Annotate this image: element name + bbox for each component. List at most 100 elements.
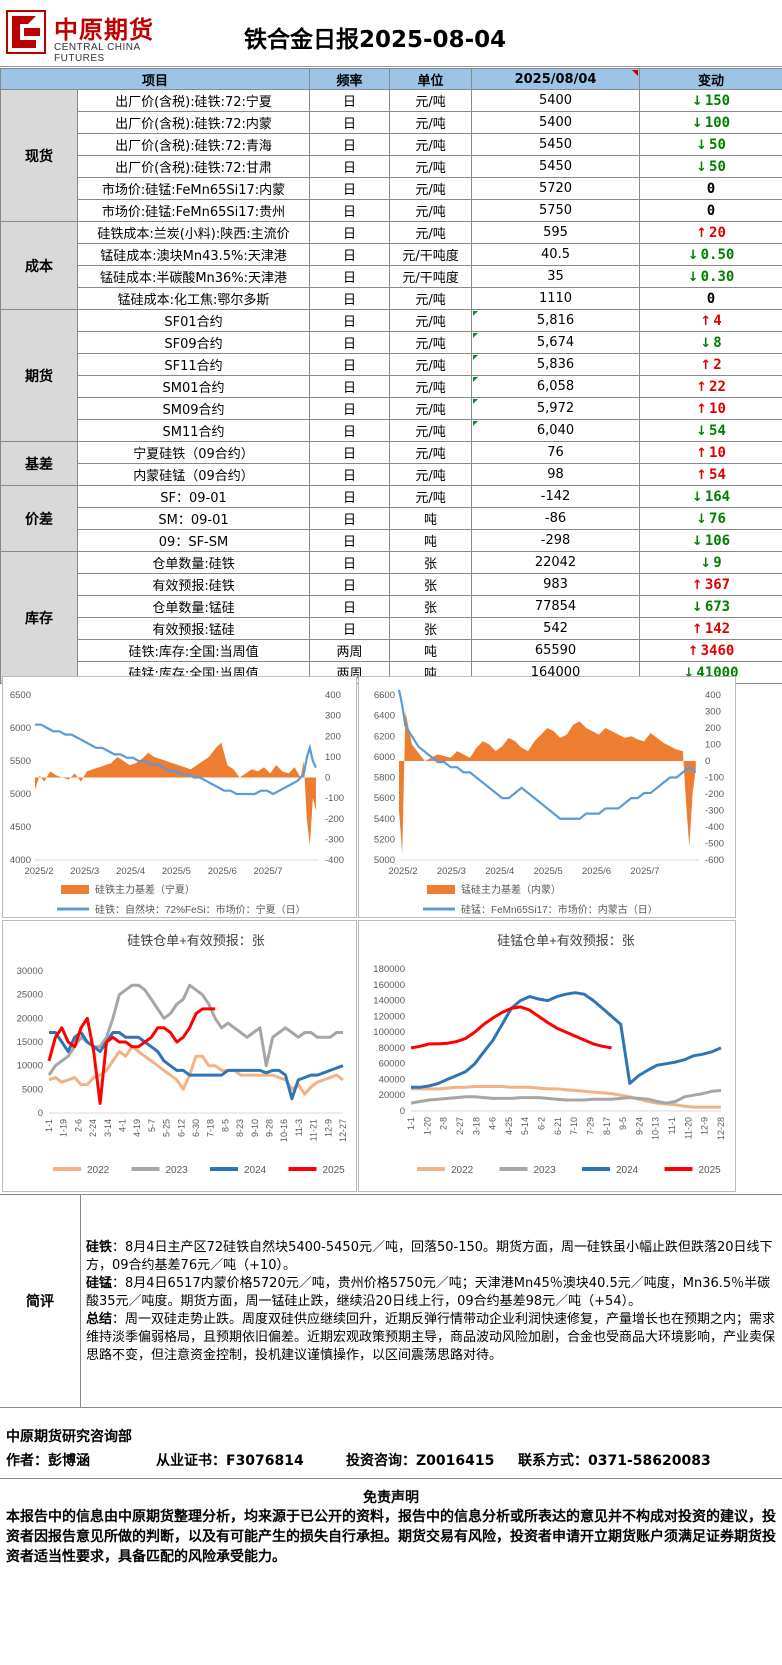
- price-line: [35, 725, 316, 794]
- x-tick: 11-20: [683, 1117, 693, 1139]
- item-cell: SM01合约: [78, 376, 310, 398]
- table-header-row: 项目 频率 单位 2025/08/04 变动: [1, 69, 782, 90]
- value-cell: 5750: [472, 200, 640, 222]
- y-right-tick: 100: [705, 740, 721, 751]
- y-tick: 60000: [379, 1059, 405, 1070]
- footer-consult: 投资咨询：Z0016415: [346, 1450, 494, 1470]
- x-tick: 5-25: [162, 1119, 172, 1137]
- item-cell: 硅铁成本:兰炭(小料):陕西:主流价: [78, 222, 310, 244]
- arrow-down-icon: ↓: [692, 534, 703, 549]
- y-tick: 80000: [379, 1043, 405, 1054]
- item-cell: 仓单数量:硅铁: [78, 552, 310, 574]
- item-cell: 内蒙硅锰（09合约）: [78, 464, 310, 486]
- unit-cell: 元/干吨度: [390, 266, 472, 288]
- y-right-tick: -100: [325, 793, 344, 804]
- y-tick: 5000: [22, 1084, 43, 1095]
- x-tick: 5-7: [147, 1119, 157, 1132]
- item-cell: 有效预报:硅铁: [78, 574, 310, 596]
- header-unit: 单位: [390, 69, 472, 90]
- y-right-tick: 400: [705, 690, 721, 701]
- change-value: 8: [713, 335, 721, 351]
- arrow-up-icon: ↑: [696, 446, 707, 461]
- arrow-down-icon: ↓: [692, 94, 703, 109]
- x-tick: 2025/5: [162, 866, 191, 877]
- x-tick: 2025/4: [116, 866, 145, 877]
- value-cell: 5450: [472, 156, 640, 178]
- arrow-down-icon: ↓: [696, 160, 707, 175]
- x-tick: 7-10: [569, 1117, 579, 1135]
- arrow-up-icon: ↑: [692, 578, 703, 593]
- legend-basis-swatch: [427, 885, 455, 894]
- y-right-tick: -300: [705, 806, 724, 817]
- change-cell: ↓50: [640, 156, 782, 178]
- item-cell: 锰硅成本:化工焦:鄂尔多斯: [78, 288, 310, 310]
- item-cell: 宁夏硅铁（09合约）: [78, 442, 310, 464]
- x-tick: 11-1: [667, 1117, 677, 1134]
- x-tick: 8-23: [235, 1119, 245, 1137]
- x-tick: 1-19: [59, 1119, 69, 1137]
- chart-title: 硅铁仓单+有效预报：张: [127, 933, 265, 948]
- unit-cell: 元/吨: [390, 200, 472, 222]
- freq-cell: 日: [310, 310, 390, 332]
- arrow-down-icon: ↓: [696, 424, 707, 439]
- y-tick: 20000: [17, 1013, 43, 1024]
- freq-cell: 日: [310, 332, 390, 354]
- change-value: 0: [707, 291, 715, 307]
- freq-cell: 日: [310, 596, 390, 618]
- arrow-up-icon: ↑: [688, 644, 699, 659]
- item-cell: 09：SF-SM: [78, 530, 310, 552]
- x-tick: 4-6: [488, 1117, 498, 1130]
- item-cell: SF：09-01: [78, 486, 310, 508]
- y-right-tick: -400: [705, 822, 724, 833]
- unit-cell: 元/吨: [390, 156, 472, 178]
- page-title: 铁合金日报2025-08-04: [244, 20, 506, 54]
- data-table: 项目 频率 单位 2025/08/04 变动 现货出厂价(含税):硅铁:72:宁…: [0, 68, 782, 684]
- legend-label: 2024: [244, 1165, 267, 1176]
- y-left-tick: 5400: [374, 814, 395, 825]
- legend-basis-label: 硅铁主力基差（宁夏）: [95, 883, 195, 896]
- change-cell: ↓106: [640, 530, 782, 552]
- legend-label: 2025: [699, 1165, 722, 1176]
- item-cell: 出厂价(含税):硅铁:72:甘肃: [78, 156, 310, 178]
- freq-cell: 日: [310, 442, 390, 464]
- change-cell: 0: [640, 288, 782, 310]
- series-line-2025: [411, 1007, 612, 1048]
- footer: 中原期货研究咨询部 作者：彭博涵 从业证书：F3076814 投资咨询：Z001…: [0, 1406, 782, 1478]
- y-left-tick: 6500: [10, 690, 31, 701]
- value-cell: 5720: [472, 178, 640, 200]
- category-cell: 期货: [1, 310, 78, 442]
- category-cell: 现货: [1, 90, 78, 222]
- value-cell: -298: [472, 530, 640, 552]
- x-tick: 12-28: [716, 1117, 726, 1140]
- series-line-2023: [411, 1091, 721, 1104]
- y-tick: 140000: [373, 996, 405, 1007]
- freq-cell: 日: [310, 530, 390, 552]
- change-value: 4: [713, 313, 721, 329]
- disclaimer-text: 本报告中的信息由中原期货整理分析，均来源于已公开的资料，报告中的信息分析或所表达…: [6, 1507, 776, 1567]
- change-value: 20: [709, 225, 726, 241]
- value-cell: 5,972: [472, 398, 640, 420]
- legend-price-label: 硅铁：自然块：72%FeSi：市场价：宁夏（日）: [95, 903, 306, 916]
- unit-cell: 元/吨: [390, 442, 472, 464]
- unit-cell: 元/吨: [390, 288, 472, 310]
- value-cell: -86: [472, 508, 640, 530]
- x-tick: 2025/2: [388, 866, 417, 877]
- unit-cell: 元/干吨度: [390, 244, 472, 266]
- item-cell: SF11合约: [78, 354, 310, 376]
- change-cell: ↑10: [640, 442, 782, 464]
- unit-cell: 元/吨: [390, 90, 472, 112]
- y-tick: 160000: [373, 980, 405, 991]
- y-right-tick: -200: [705, 789, 724, 800]
- freq-cell: 日: [310, 464, 390, 486]
- category-cell: 库存: [1, 552, 78, 684]
- unit-cell: 元/吨: [390, 310, 472, 332]
